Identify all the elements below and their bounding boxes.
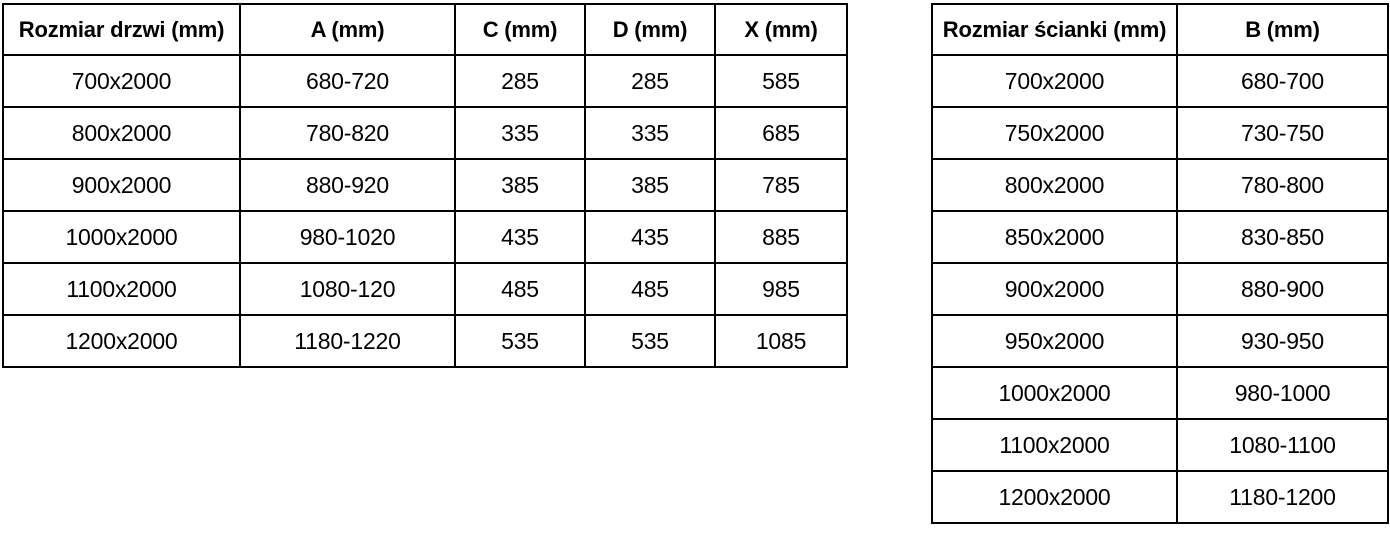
doors-header-cell-x: X (mm)	[714, 3, 848, 56]
wall-cell-size: 1000x2000	[931, 366, 1178, 420]
doors-cell-a: 680-720	[239, 54, 456, 108]
wall-dimensions-table: Rozmiar ścianki (mm) B (mm) 700x2000 680…	[931, 3, 1389, 524]
wall-cell-b: 1080-1100	[1176, 418, 1389, 472]
doors-cell-a: 780-820	[239, 106, 456, 160]
wall-cell-b: 780-800	[1176, 158, 1389, 212]
wall-cell-size: 950x2000	[931, 314, 1178, 368]
doors-cell-a: 1180-1220	[239, 314, 456, 368]
wall-cell-b: 830-850	[1176, 210, 1389, 264]
doors-cell-x: 885	[714, 210, 848, 264]
doors-cell-size: 800x2000	[2, 106, 241, 160]
wall-cell-size: 750x2000	[931, 106, 1178, 160]
wall-cell-size: 1200x2000	[931, 470, 1178, 524]
doors-header-cell-a: A (mm)	[239, 3, 456, 56]
table-row: 800x2000 780-820 335 335 685	[2, 106, 848, 160]
doors-cell-d: 435	[584, 210, 716, 264]
doors-cell-c: 285	[454, 54, 586, 108]
wall-cell-b: 730-750	[1176, 106, 1389, 160]
doors-cell-c: 385	[454, 158, 586, 212]
wall-table-body: 700x2000 680-700 750x2000 730-750 800x20…	[931, 54, 1389, 524]
doors-header-cell-d: D (mm)	[584, 3, 716, 56]
doors-cell-size: 700x2000	[2, 54, 241, 108]
table-row: 900x2000 880-920 385 385 785	[2, 158, 848, 212]
doors-cell-c: 435	[454, 210, 586, 264]
doors-header-row: Rozmiar drzwi (mm) A (mm) C (mm) D (mm) …	[2, 3, 848, 56]
table-row: 1100x2000 1080-1100	[931, 418, 1389, 472]
doors-cell-a: 1080-120	[239, 262, 456, 316]
doors-cell-c: 535	[454, 314, 586, 368]
wall-table-head: Rozmiar ścianki (mm) B (mm)	[931, 3, 1389, 56]
doors-cell-d: 335	[584, 106, 716, 160]
wall-header-row: Rozmiar ścianki (mm) B (mm)	[931, 3, 1389, 56]
table-row: 1000x2000 980-1000	[931, 366, 1389, 420]
doors-cell-d: 285	[584, 54, 716, 108]
wall-cell-size: 800x2000	[931, 158, 1178, 212]
doors-table-body: 700x2000 680-720 285 285 585 800x2000 78…	[2, 54, 848, 368]
table-row: 900x2000 880-900	[931, 262, 1389, 316]
doors-header-cell-size: Rozmiar drzwi (mm)	[2, 3, 241, 56]
table-row: 1200x2000 1180-1220 535 535 1085	[2, 314, 848, 368]
doors-cell-x: 1085	[714, 314, 848, 368]
doors-cell-size: 1000x2000	[2, 210, 241, 264]
table-row: 950x2000 930-950	[931, 314, 1389, 368]
table-row: 1100x2000 1080-120 485 485 985	[2, 262, 848, 316]
wall-cell-size: 700x2000	[931, 54, 1178, 108]
doors-cell-d: 535	[584, 314, 716, 368]
table-row: 750x2000 730-750	[931, 106, 1389, 160]
doors-cell-x: 685	[714, 106, 848, 160]
table-row: 700x2000 680-700	[931, 54, 1389, 108]
doors-cell-d: 485	[584, 262, 716, 316]
doors-cell-c: 485	[454, 262, 586, 316]
doors-header-cell-c: C (mm)	[454, 3, 586, 56]
doors-cell-d: 385	[584, 158, 716, 212]
table-row: 700x2000 680-720 285 285 585	[2, 54, 848, 108]
wall-cell-b: 1180-1200	[1176, 470, 1389, 524]
doors-cell-size: 900x2000	[2, 158, 241, 212]
doors-table-head: Rozmiar drzwi (mm) A (mm) C (mm) D (mm) …	[2, 3, 848, 56]
wall-cell-b: 680-700	[1176, 54, 1389, 108]
table-row: 800x2000 780-800	[931, 158, 1389, 212]
doors-cell-c: 335	[454, 106, 586, 160]
wall-header-cell-b: B (mm)	[1176, 3, 1389, 56]
table-row: 1200x2000 1180-1200	[931, 470, 1389, 524]
doors-cell-x: 785	[714, 158, 848, 212]
wall-cell-size: 850x2000	[931, 210, 1178, 264]
doors-cell-size: 1200x2000	[2, 314, 241, 368]
doors-cell-x: 985	[714, 262, 848, 316]
table-row: 1000x2000 980-1020 435 435 885	[2, 210, 848, 264]
doors-cell-size: 1100x2000	[2, 262, 241, 316]
wall-header-cell-size: Rozmiar ścianki (mm)	[931, 3, 1178, 56]
doors-cell-a: 880-920	[239, 158, 456, 212]
doors-dimensions-table: Rozmiar drzwi (mm) A (mm) C (mm) D (mm) …	[2, 3, 848, 368]
wall-cell-size: 1100x2000	[931, 418, 1178, 472]
doors-cell-x: 585	[714, 54, 848, 108]
wall-cell-b: 880-900	[1176, 262, 1389, 316]
doors-cell-a: 980-1020	[239, 210, 456, 264]
wall-cell-b: 930-950	[1176, 314, 1389, 368]
table-row: 850x2000 830-850	[931, 210, 1389, 264]
wall-cell-b: 980-1000	[1176, 366, 1389, 420]
wall-cell-size: 900x2000	[931, 262, 1178, 316]
